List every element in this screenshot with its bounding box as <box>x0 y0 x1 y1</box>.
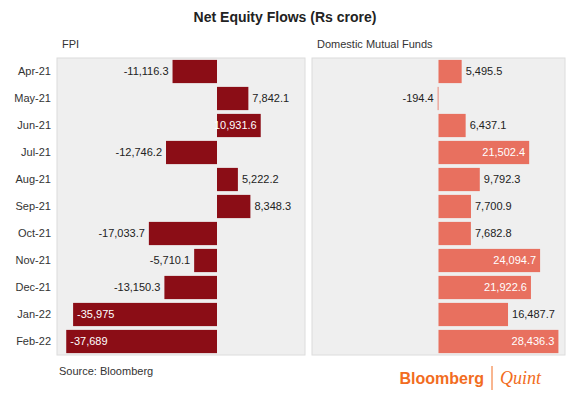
data-label: -37,689 <box>70 335 107 347</box>
data-label: -17,033.7 <box>98 227 144 239</box>
bar <box>217 168 238 191</box>
bar <box>439 60 462 83</box>
tick: May-21 <box>14 92 51 104</box>
data-label: -5,710.1 <box>150 254 190 266</box>
data-label: 21,922.6 <box>484 281 527 293</box>
data-label: 21,502.4 <box>482 146 525 158</box>
bar <box>66 330 217 353</box>
tick: Jan-22 <box>17 308 51 320</box>
tick-label: Dec-21 <box>16 281 51 293</box>
chart: FPI Apr-21 May-21 Jun-21 Jul-21 Aug-21 Sep-21 O… <box>0 0 570 400</box>
data-label: 16,487.7 <box>512 308 555 320</box>
data-labels: -11,116.3 7,842.1 10,931.6 -12,746.2 5,222.2… <box>70 65 291 347</box>
data-label: -11,116.3 <box>124 65 169 77</box>
data-label: -12,746.2 <box>116 146 162 158</box>
data-label: 7,682.8 <box>475 227 512 239</box>
bar <box>439 141 530 164</box>
data-label: 7,700.9 <box>475 200 512 212</box>
panel-title: Domestic Mutual Funds <box>317 38 433 50</box>
category-axis: Apr-21 May-21 Jun-21 Jul-21 Aug-21 Sep-21 Oct-… <box>14 65 51 347</box>
bar <box>439 114 466 137</box>
tick-label: Aug-21 <box>16 173 51 185</box>
tick-label: Jan-22 <box>17 308 51 320</box>
tick: Jun-21 <box>17 119 51 131</box>
bar <box>439 330 559 353</box>
source: Source: Bloomberg <box>59 365 153 377</box>
tick: Feb-22 <box>16 335 51 347</box>
tick: Sep-21 <box>16 200 51 212</box>
tick-label: Jun-21 <box>17 119 51 131</box>
data-label: 5,495.5 <box>466 65 503 77</box>
data-label: 10,931.6 <box>214 119 257 131</box>
tick-label: Feb-22 <box>16 335 51 347</box>
bar <box>439 222 471 245</box>
bar <box>166 141 217 164</box>
tick-label: Oct-21 <box>18 227 51 239</box>
brand-divider <box>492 366 493 390</box>
panel-title: FPI <box>62 38 79 50</box>
data-label: -194.4 <box>402 92 433 104</box>
tick: Nov-21 <box>16 254 51 266</box>
title: Net Equity Flows (Rs crore) <box>194 9 377 25</box>
bar <box>439 168 480 191</box>
plot-frame <box>312 58 565 355</box>
data-label: 7,842.1 <box>252 92 289 104</box>
tick-label: Apr-21 <box>18 65 51 77</box>
bar <box>149 222 217 245</box>
bar <box>164 276 217 299</box>
tick: Oct-21 <box>18 227 51 239</box>
tick-label: Nov-21 <box>16 254 51 266</box>
data-label: -13,150.3 <box>114 281 160 293</box>
data-label: 28,436.3 <box>512 335 555 347</box>
brand: Quint <box>500 368 542 388</box>
data-label: 24,094.7 <box>493 254 536 266</box>
tick-label: Jul-21 <box>21 146 51 158</box>
bar <box>439 195 471 218</box>
bar <box>73 303 217 326</box>
data-labels: 5,495.5 -194.4 6,437.1 21,502.4 9,792.3 7,700… <box>402 65 554 347</box>
bar <box>194 249 217 272</box>
tick-label: May-21 <box>14 92 51 104</box>
tick: Jul-21 <box>21 146 51 158</box>
brand: Bloomberg <box>400 370 484 387</box>
bar <box>439 249 541 272</box>
plot-frame <box>57 58 305 355</box>
data-label: 8,348.3 <box>254 200 291 212</box>
bar <box>217 195 250 218</box>
bar <box>173 60 217 83</box>
tick: Apr-21 <box>18 65 51 77</box>
background <box>0 0 570 400</box>
data-label: 9,792.3 <box>484 173 521 185</box>
bar <box>439 303 509 326</box>
bar <box>437 87 439 110</box>
tick-label: Sep-21 <box>16 200 51 212</box>
tick: Aug-21 <box>16 173 51 185</box>
data-label: -35,975 <box>77 308 114 320</box>
bar <box>439 276 531 299</box>
bar <box>217 87 248 110</box>
data-label: 6,437.1 <box>470 119 507 131</box>
bars <box>66 60 260 353</box>
data-label: 5,222.2 <box>242 173 279 185</box>
bars <box>438 60 559 353</box>
tick: Dec-21 <box>16 281 51 293</box>
